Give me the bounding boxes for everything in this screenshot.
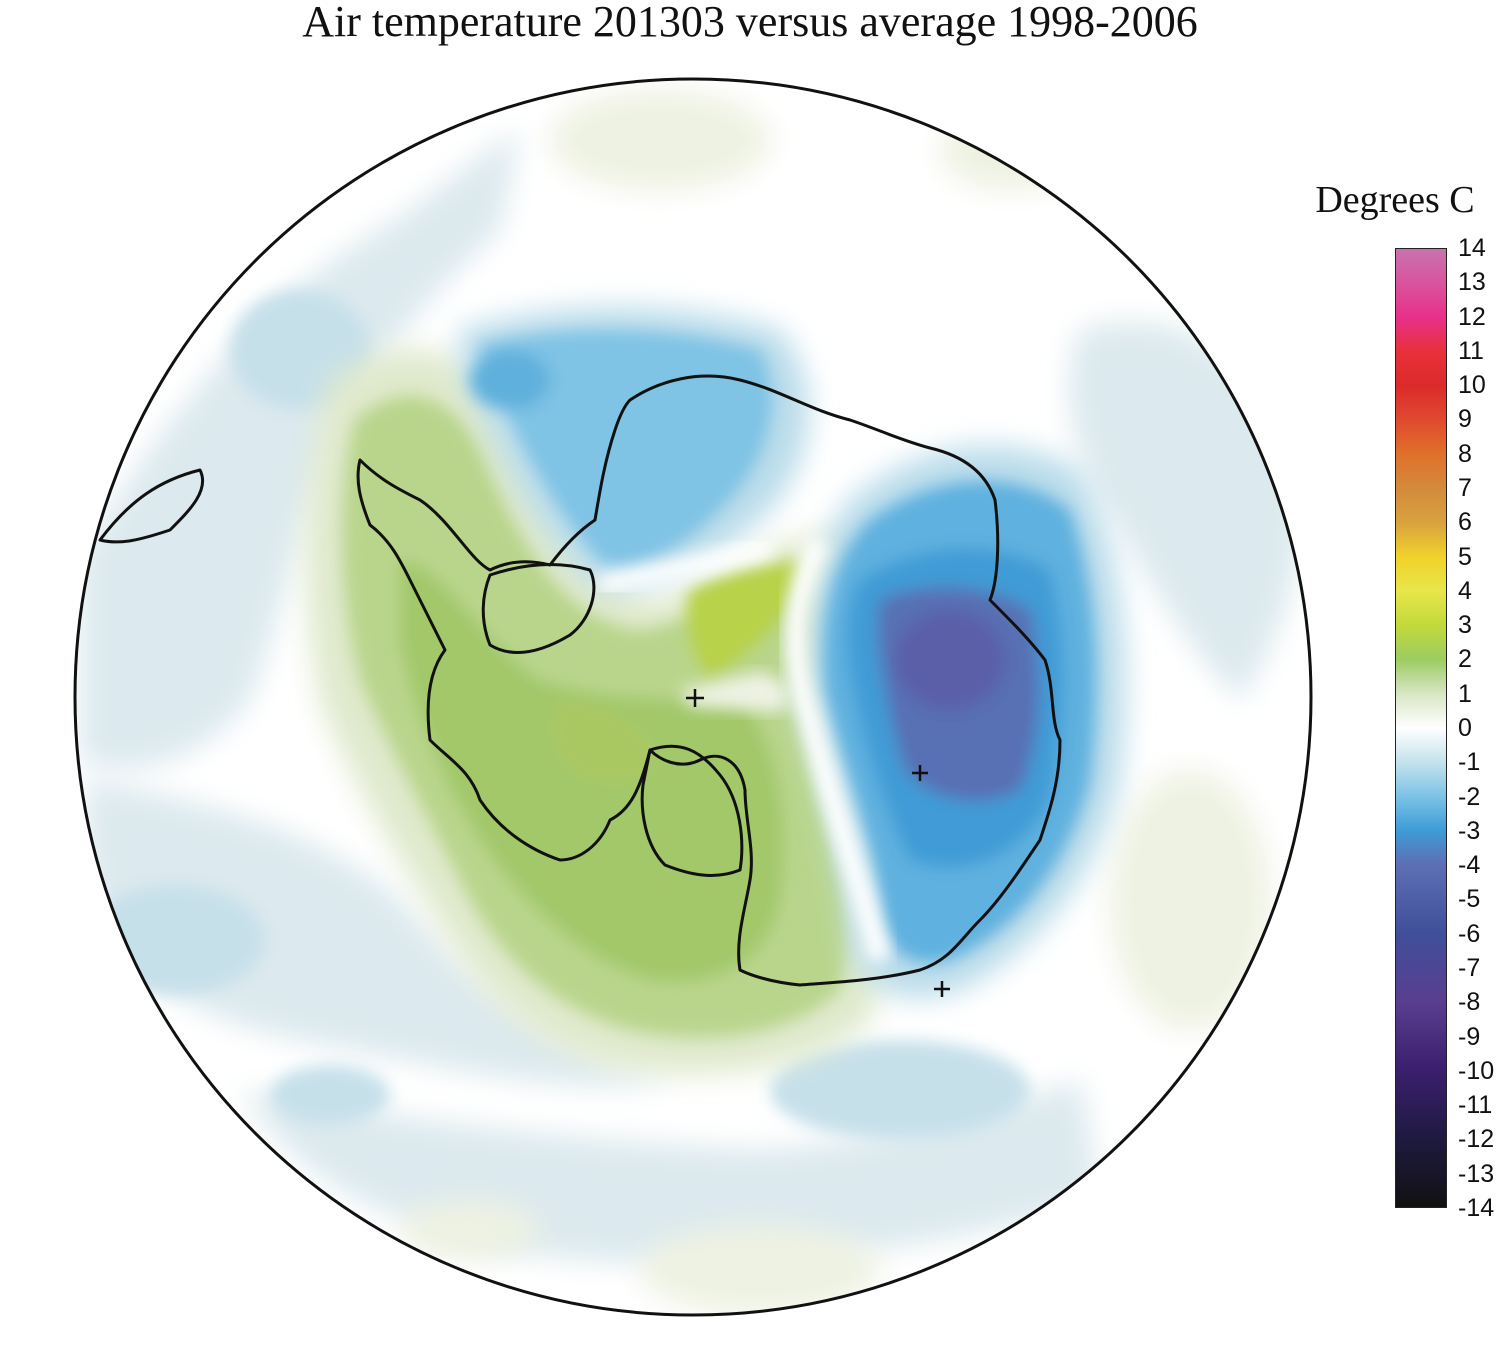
colorbar-tick-label: 2 <box>1458 645 1472 674</box>
colorbar-tick-label: 11 <box>1458 336 1484 365</box>
legend-title: Degrees C <box>1315 179 1475 221</box>
south-america-tip-outline <box>98 468 205 544</box>
colorbar-tick-label: 7 <box>1458 474 1472 502</box>
colorbar-tick-label: -4 <box>1458 851 1481 880</box>
coastline <box>98 374 1062 987</box>
colorbar-tick-label: 3 <box>1458 611 1472 640</box>
antarctica-east-coastline <box>356 374 1062 987</box>
ronne-ice-shelf-outline <box>481 563 596 654</box>
colorbar-tick-label: -9 <box>1458 1022 1481 1051</box>
colorbar-tick-label: 4 <box>1458 576 1472 605</box>
colorbar <box>1395 248 1447 1208</box>
colorbar-tick-label: -3 <box>1458 816 1481 845</box>
colorbar-tick-label: 5 <box>1458 542 1472 571</box>
colorbar-tick-label: 6 <box>1458 508 1472 537</box>
colorbar-tick-label: 0 <box>1458 714 1472 742</box>
colorbar-tick-label: -10 <box>1458 1056 1495 1085</box>
ross-ice-shelf-outline <box>640 744 744 877</box>
colorbar-tick-label: 8 <box>1458 439 1472 468</box>
colorbar-tick-label: -5 <box>1458 885 1481 914</box>
colorbar-tick-label: 12 <box>1458 302 1486 331</box>
colorbar-tick-label: 1 <box>1458 679 1472 708</box>
colorbar-tick-label: -6 <box>1458 919 1481 948</box>
colorbar-tick-label: 9 <box>1458 405 1472 434</box>
map-boundary <box>73 77 1313 1317</box>
south-pole-marker <box>686 689 704 707</box>
colorbar-tick-label: -8 <box>1458 988 1481 1017</box>
temperature-anomaly-field <box>75 79 1311 1315</box>
colorbar-tick-label: -7 <box>1458 954 1481 982</box>
station-marker-coast <box>934 981 950 997</box>
map-title: Air temperature 201303 versus average 19… <box>302 0 1198 46</box>
colorbar-tick-label: -14 <box>1458 1194 1495 1222</box>
colorbar-tick-label: 10 <box>1458 371 1486 400</box>
colorbar-tick-label: 14 <box>1458 234 1486 262</box>
colorbar-tick-label: 13 <box>1458 268 1486 297</box>
station-marker-east <box>912 765 928 781</box>
station-markers <box>686 689 950 997</box>
colorbar-tick-label: -12 <box>1458 1125 1495 1154</box>
colorbar-tick-label: -2 <box>1458 782 1481 811</box>
colorbar-tick-label: -1 <box>1458 748 1481 777</box>
colorbar-tick-label: -13 <box>1458 1159 1495 1188</box>
colorbar-tick-label: -11 <box>1458 1091 1493 1120</box>
